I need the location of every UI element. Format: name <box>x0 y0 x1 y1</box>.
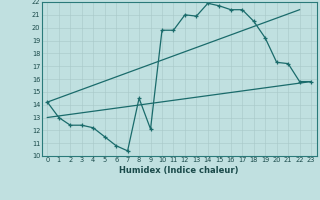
X-axis label: Humidex (Indice chaleur): Humidex (Indice chaleur) <box>119 166 239 175</box>
